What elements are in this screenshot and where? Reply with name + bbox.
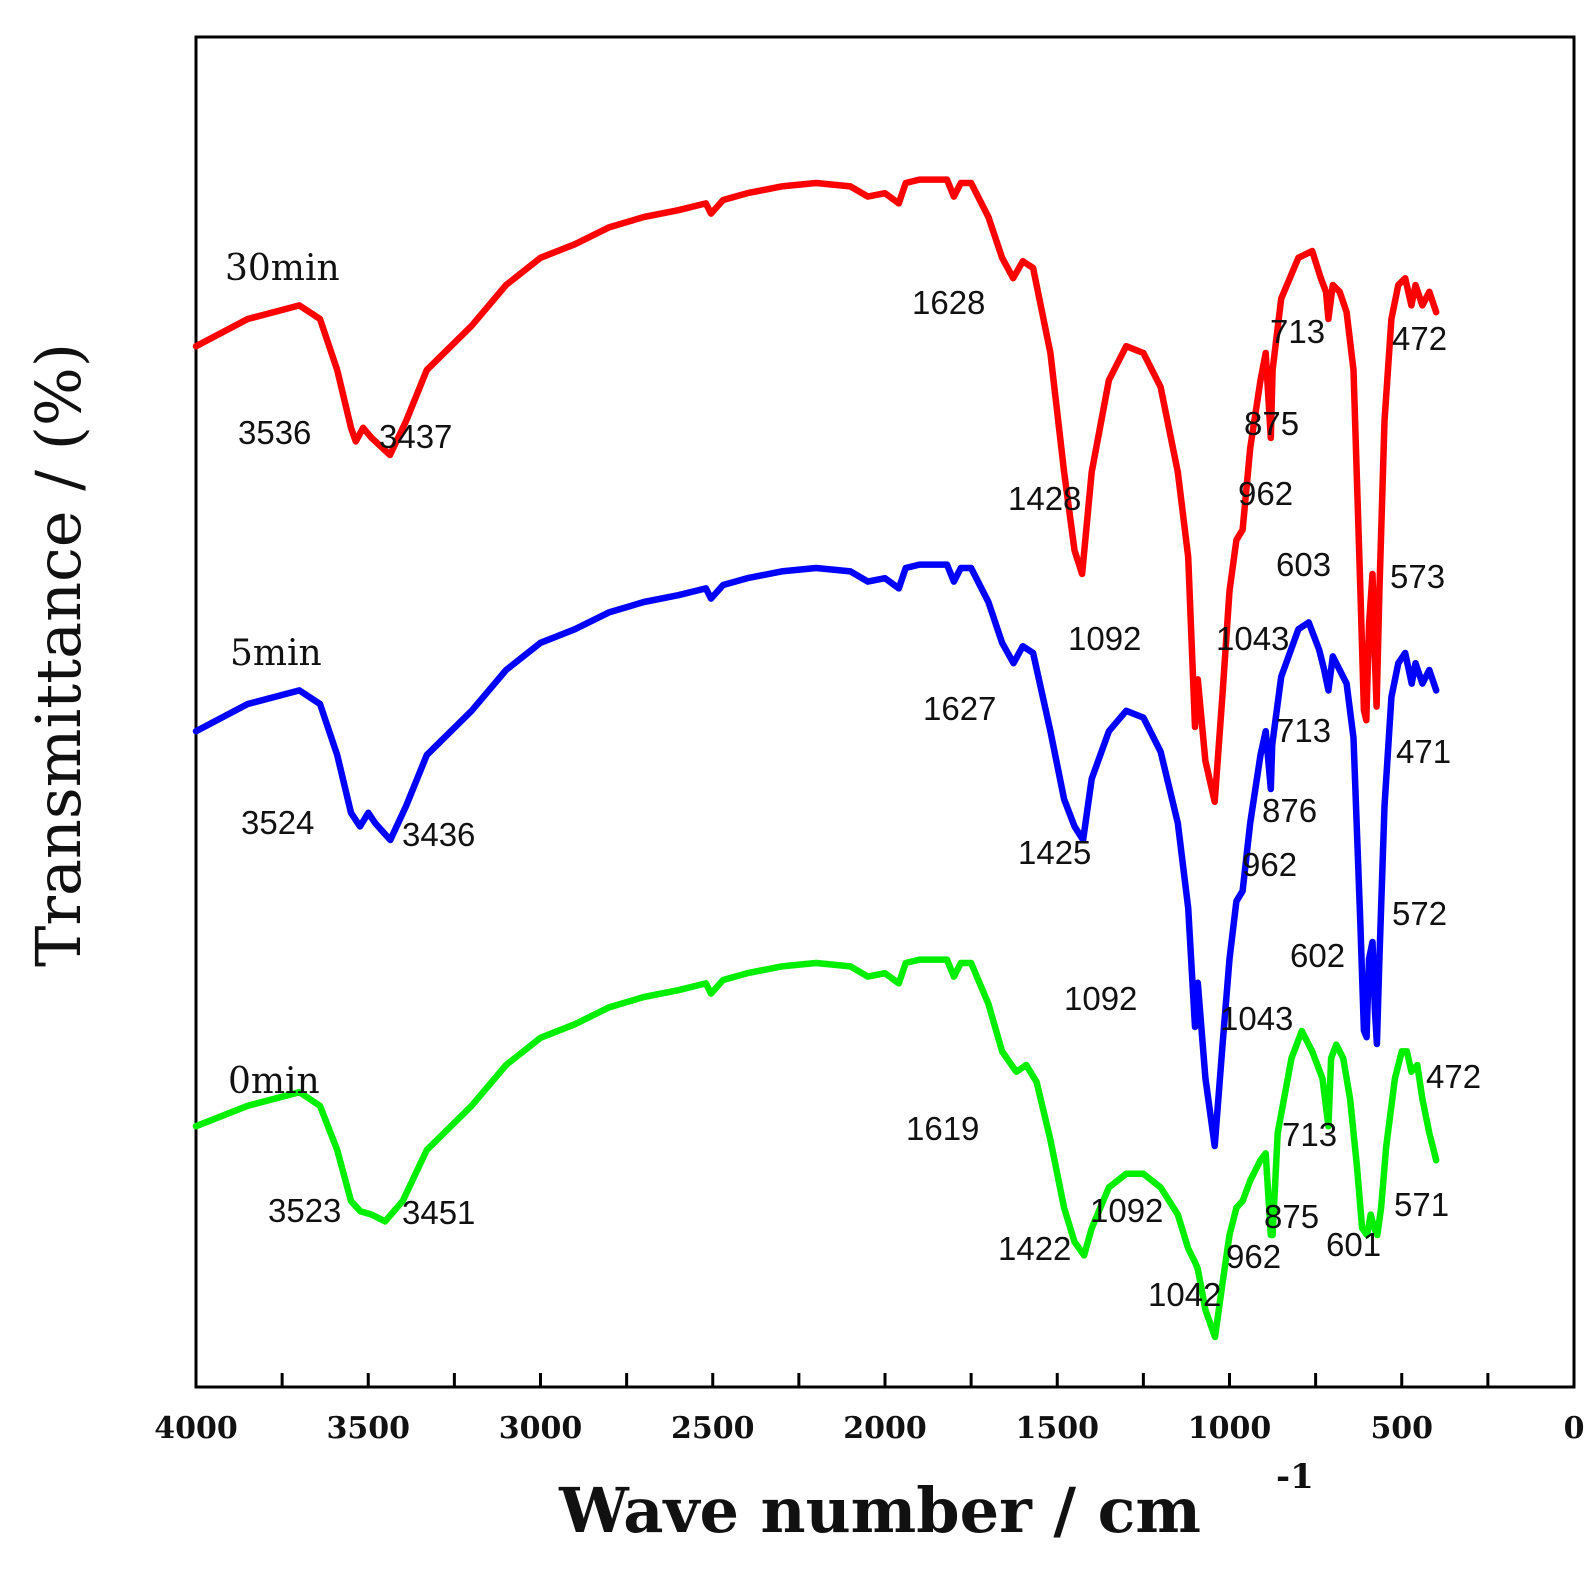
series-line-5min (192, 561, 1440, 1150)
x-axis-ticks (194, 1373, 1576, 1387)
peak-label-5min: 1043 (1220, 1000, 1293, 1037)
series-label-5min: 5min (230, 633, 322, 674)
peak-label-5min: 876 (1262, 792, 1317, 829)
x-axis-title-text: Wave number / cm (558, 1474, 1201, 1547)
peak-label-5min: 602 (1290, 937, 1345, 974)
x-tick-label: 2000 (843, 1411, 927, 1446)
peak-label-5min: 962 (1242, 846, 1297, 883)
peak-label-5min: 1092 (1064, 980, 1137, 1017)
series-label-30min: 30min (225, 248, 340, 289)
peak-label-30min: 1043 (1216, 620, 1289, 657)
peak-label-0min: 1422 (998, 1230, 1071, 1267)
x-tick-label: 500 (1370, 1411, 1433, 1446)
series-labels: 30min 5min 0min (225, 248, 340, 1102)
peak-label-5min: 3436 (402, 816, 475, 853)
peak-label-5min: 713 (1276, 712, 1331, 749)
peak-label-0min: 1619 (906, 1110, 979, 1147)
peak-label-0min: 3523 (268, 1192, 341, 1229)
x-axis-title: Wave number / cm (558, 1474, 1201, 1547)
peak-label-5min: 471 (1396, 733, 1451, 770)
peak-label-0min: 962 (1226, 1238, 1281, 1275)
series-line-30min (192, 176, 1440, 806)
peak-label-0min: 875 (1264, 1198, 1319, 1235)
peak-label-5min: 572 (1392, 895, 1447, 932)
peak-label-30min: 1428 (1008, 480, 1081, 517)
x-tick-label: 1500 (1016, 1411, 1100, 1446)
peak-label-30min: 3536 (238, 414, 311, 451)
y-axis-title: Transmittance / (%) (22, 343, 95, 967)
peak-label-0min: 472 (1426, 1058, 1481, 1095)
x-tick-label: 0 (1564, 1411, 1585, 1446)
peak-label-30min: 573 (1390, 558, 1445, 595)
x-tick-label: 4000 (154, 1411, 238, 1446)
x-tick-label: 3500 (327, 1411, 411, 1446)
x-axis-title-superscript: -1 (1276, 1457, 1314, 1497)
peak-label-30min: 3437 (379, 418, 452, 455)
peak-label-30min: 1628 (912, 284, 985, 321)
x-axis-tick-labels: 4000 3500 3000 2500 2000 1500 1000 500 0 (154, 1411, 1584, 1446)
series-line-0min (192, 956, 1440, 1341)
peak-label-0min: 601 (1326, 1226, 1381, 1263)
spectrum-curves (192, 176, 1440, 1341)
x-tick-label: 2500 (671, 1411, 755, 1446)
peak-label-0min: 3451 (402, 1194, 475, 1231)
peak-label-0min: 713 (1282, 1116, 1337, 1153)
peak-label-30min: 713 (1270, 313, 1325, 350)
peak-label-5min: 3524 (241, 804, 314, 841)
peak-label-0min: 571 (1394, 1186, 1449, 1223)
peak-label-30min: 962 (1238, 475, 1293, 512)
peak-label-30min: 1092 (1068, 620, 1141, 657)
peak-label-30min: 472 (1392, 320, 1447, 357)
series-label-0min: 0min (228, 1061, 320, 1102)
x-tick-label: 3000 (499, 1411, 583, 1446)
peak-label-0min: 1092 (1090, 1192, 1163, 1229)
peak-label-0min: 1042 (1148, 1276, 1221, 1313)
x-tick-label: 1000 (1188, 1411, 1272, 1446)
peak-label-5min: 1627 (923, 690, 996, 727)
peak-label-5min: 1425 (1018, 834, 1091, 871)
peak-label-30min: 875 (1244, 405, 1299, 442)
peak-label-30min: 603 (1276, 546, 1331, 583)
